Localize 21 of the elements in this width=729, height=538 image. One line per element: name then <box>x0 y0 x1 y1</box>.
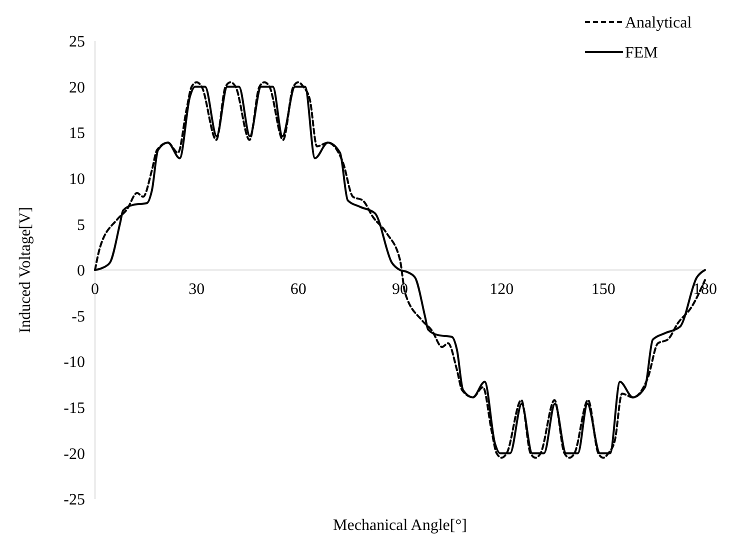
x-tick-label: 120 <box>490 281 514 298</box>
x-tick-label: 30 <box>188 281 205 298</box>
legend-label: FEM <box>625 44 658 62</box>
y-tick-label: 20 <box>69 79 85 96</box>
x-tick-label: 90 <box>392 281 408 298</box>
legend-label: Analytical <box>625 14 692 32</box>
y-tick-label: -10 <box>64 354 85 372</box>
y-tick-label: 0 <box>77 262 85 280</box>
y-axis-title: Induced Voltage[V] <box>17 206 34 334</box>
y-tick-label: 5 <box>77 216 85 234</box>
x-tick-label: 60 <box>290 281 306 298</box>
y-tick-label: 15 <box>69 125 85 142</box>
x-tick-label: 150 <box>591 281 616 298</box>
x-axis-title: Mechanical Angle[°] <box>333 517 467 534</box>
y-tick-label: -25 <box>64 492 85 509</box>
y-tick-label: -5 <box>72 308 85 326</box>
y-tick-label: 25 <box>69 34 85 51</box>
x-tick-label: 0 <box>91 281 99 298</box>
y-tick-label: 10 <box>69 171 85 188</box>
y-tick-label: -20 <box>64 446 85 463</box>
y-tick-label: -15 <box>64 400 85 417</box>
